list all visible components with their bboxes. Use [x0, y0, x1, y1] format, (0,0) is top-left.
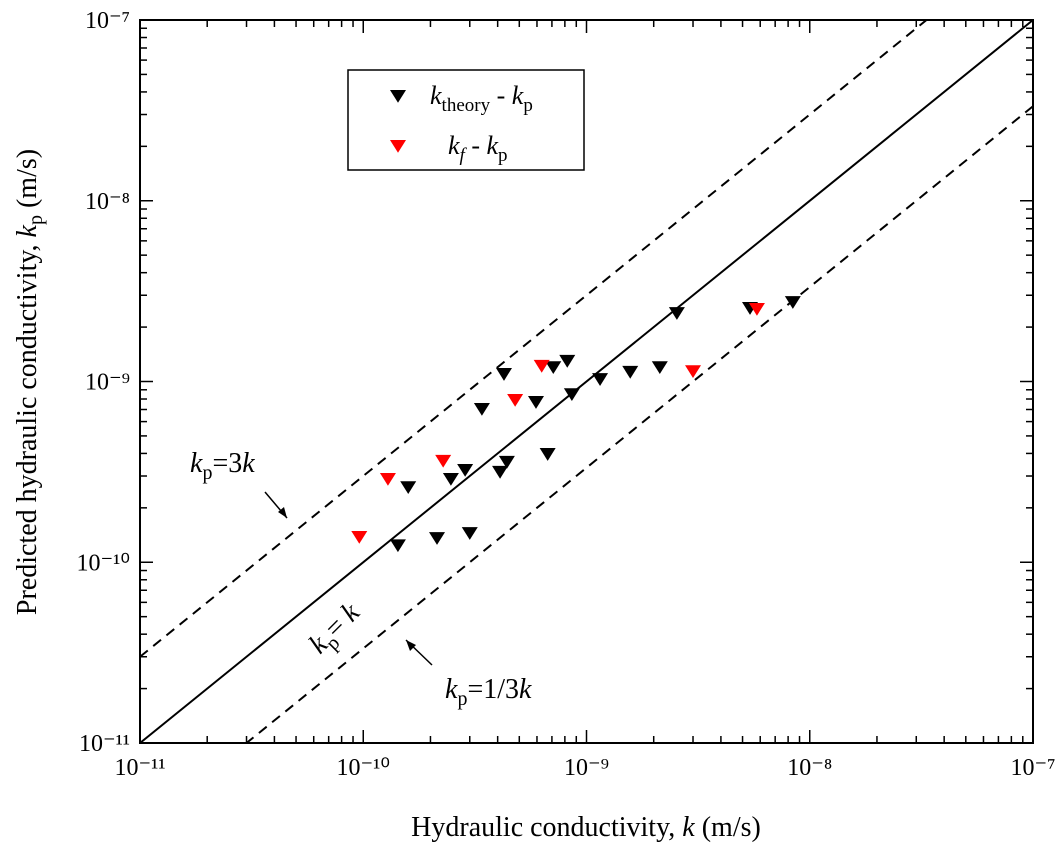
reference-label-part: k: [445, 674, 458, 705]
data-point: [473, 402, 490, 416]
reference-label-part: =1/3: [467, 674, 519, 705]
y-tick-label: 10⁻¹¹: [79, 731, 130, 757]
legend-label-part: p: [523, 95, 533, 116]
data-point: [507, 394, 524, 407]
reference-line: [140, 20, 1033, 743]
data-point: [435, 454, 452, 468]
legend-label-part: f: [460, 145, 468, 166]
legend-label-part: theory: [442, 95, 491, 116]
data-point: [461, 527, 478, 540]
reference-label-part: =3: [212, 448, 242, 479]
arrow-head: [406, 640, 416, 651]
data-point: [442, 472, 459, 486]
data-point: [748, 302, 765, 316]
plot-frame: [139, 19, 1034, 744]
x-tick-label: 10⁻¹⁰: [337, 755, 390, 781]
y-axis-title: Predicted hydraulic conductivity, kp (m/…: [12, 149, 47, 615]
legend-marker: [390, 90, 406, 103]
x-tick-label: 10⁻⁷: [1010, 755, 1055, 781]
reference-line: [140, 20, 929, 658]
reference-label-part: k: [242, 448, 255, 479]
legend-label-part: k: [512, 81, 524, 110]
data-point: [559, 354, 576, 368]
reference-label: kp=1/3k: [445, 674, 532, 710]
data-point: [400, 481, 417, 495]
data-point: [533, 359, 550, 373]
data-point: [563, 388, 580, 402]
legend-label: kf - kp: [448, 131, 508, 166]
y-tick-label: 10⁻⁷: [85, 8, 130, 34]
reference-label-part: k: [190, 448, 203, 479]
reference-line: [244, 105, 1033, 743]
legend-label-part: k: [487, 131, 499, 160]
data-point: [784, 296, 801, 309]
y-tick-label: 10⁻⁸: [85, 189, 130, 215]
data-point: [539, 448, 556, 461]
legend-box: [347, 69, 585, 171]
legend-label: ktheory - kp: [430, 81, 533, 116]
data-point: [622, 365, 639, 379]
data-point: [527, 396, 544, 409]
data-point: [379, 472, 396, 486]
x-tick-label: 10⁻¹¹: [114, 755, 165, 781]
reference-label: kp= k: [303, 597, 370, 664]
reference-lines: [140, 20, 1033, 743]
legend-marker: [390, 140, 406, 153]
data-point: [668, 307, 685, 320]
legend-label-part: -: [490, 81, 512, 110]
data-point: [389, 539, 406, 553]
data-point: [492, 465, 509, 479]
legend-label-part: k: [448, 131, 460, 160]
data-point: [498, 455, 515, 469]
data-point: [429, 532, 446, 545]
reference-label-part: p: [202, 462, 212, 484]
y-tick-label: 10⁻⁹: [85, 370, 130, 396]
data-point: [651, 361, 668, 374]
arrow-head: [278, 507, 287, 518]
data-point: [685, 365, 702, 379]
data-point: [457, 463, 474, 477]
legend-label-part: p: [498, 145, 508, 166]
reference-label-part: p: [457, 688, 467, 710]
data-point: [545, 361, 562, 374]
reference-label-part: k: [519, 674, 532, 705]
x-tick-label: 10⁻⁸: [787, 755, 832, 781]
legend-label-part: -: [465, 131, 487, 160]
data-point: [351, 530, 368, 544]
reference-label: kp=3k: [190, 448, 255, 484]
legend-label-part: k: [430, 81, 442, 110]
data-point: [592, 373, 609, 386]
x-tick-label: 10⁻⁹: [564, 755, 609, 781]
data-point: [495, 368, 512, 381]
y-tick-label: 10⁻¹⁰: [77, 550, 130, 576]
x-axis-title: Hydraulic conductivity, k (m/s): [411, 812, 761, 843]
